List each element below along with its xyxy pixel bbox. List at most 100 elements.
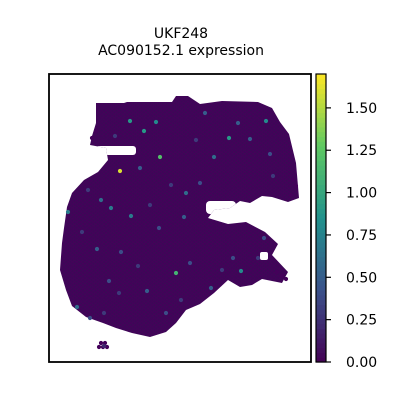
expression-point [178, 297, 184, 303]
colorbar-segment [316, 309, 326, 315]
expression-point [211, 154, 217, 160]
expression-point [181, 214, 187, 220]
chart-title-line-1: UKF248 [153, 26, 209, 42]
colorbar-tick-label: 0.00 [346, 355, 377, 371]
expression-point [235, 120, 241, 126]
tissue-spot-field [60, 96, 299, 337]
expression-point [147, 202, 153, 208]
colorbar-segment [316, 237, 326, 243]
expression-point [94, 246, 100, 252]
expression-point [168, 182, 174, 188]
colorbar-segment [316, 270, 326, 277]
tissue-edge-spot [274, 269, 280, 275]
colorbar-segment [316, 194, 326, 200]
tissue-background-spots [60, 96, 299, 350]
expression-point [79, 229, 85, 235]
expression-point [156, 225, 162, 231]
colorbar-segment [316, 203, 326, 209]
colorbar-tick-label: 0.50 [346, 270, 377, 286]
colorbar-segment [316, 146, 326, 152]
expression-point [87, 315, 93, 321]
colorbar-segment [316, 88, 326, 94]
colorbar-segment [316, 107, 326, 113]
colorbar-segment [316, 131, 326, 137]
colorbar-segment [316, 323, 326, 329]
expression-point [238, 268, 244, 274]
colorbar-segment [316, 280, 326, 286]
colorbar-segment [316, 222, 326, 229]
colorbar-segment [316, 141, 326, 147]
expression-point [183, 190, 189, 196]
expression-points [65, 110, 276, 349]
colorbar-segment [316, 338, 326, 344]
colorbar-segment [316, 347, 326, 353]
expression-point [261, 235, 267, 241]
colorbar-segment [316, 285, 326, 291]
colorbar-segment [316, 112, 326, 118]
expression-point [101, 310, 107, 316]
colorbar-segment [316, 122, 326, 128]
expression-point [108, 205, 114, 211]
colorbar-segment [316, 136, 326, 142]
colorbar-segment [316, 299, 326, 305]
colorbar-segment [316, 165, 326, 171]
tissue-gap [260, 252, 268, 260]
colorbar: 0.00 0.25 0.50 0.75 1.00 1.25 1.50 [315, 73, 377, 371]
colorbar-segment [316, 275, 326, 281]
tissue-edge-spot [290, 177, 296, 183]
colorbar-segment [316, 170, 326, 176]
colorbar-tick-label: 0.25 [346, 313, 377, 329]
colorbar-segment [316, 314, 326, 320]
colorbar-segment [316, 304, 326, 310]
expression-point [141, 128, 147, 134]
expression-point [208, 285, 214, 291]
expression-point [116, 290, 122, 296]
colorbar-segment [316, 352, 326, 358]
tissue-edge-spot [283, 276, 289, 282]
colorbar-segment [316, 155, 326, 161]
colorbar-segment [316, 189, 326, 195]
expression-point [112, 133, 118, 139]
colorbar-segment [316, 251, 326, 257]
tissue-gap [206, 201, 236, 214]
expression-point [106, 278, 112, 284]
colorbar-tick-label: 1.00 [346, 186, 377, 202]
expression-point [137, 165, 143, 171]
colorbar-segment [316, 227, 326, 233]
expression-point [85, 187, 91, 193]
colorbar-segment [316, 261, 326, 267]
expression-point [255, 255, 261, 261]
expression-point [118, 249, 124, 255]
colorbar-segment [316, 242, 326, 248]
expression-point [127, 118, 133, 124]
expression-point [267, 151, 273, 157]
expression-point [74, 304, 80, 310]
expression-point [263, 118, 269, 124]
colorbar-segment [316, 213, 326, 219]
expression-point [128, 213, 134, 219]
colorbar-segment [316, 150, 326, 157]
colorbar-segment [316, 184, 326, 190]
expression-point [65, 209, 71, 215]
expression-point [219, 267, 225, 273]
colorbar-segment [316, 126, 326, 133]
colorbar-segment [316, 78, 326, 85]
colorbar-frame [315, 73, 327, 363]
colorbar-segment [316, 160, 326, 166]
colorbar-segment [316, 208, 326, 214]
expression-point [135, 263, 141, 269]
colorbar-segment [316, 328, 326, 334]
expression-point [202, 110, 208, 116]
expression-point [187, 260, 193, 266]
plot-frame [48, 73, 312, 363]
colorbar-segment [316, 179, 326, 185]
colorbar-segment [316, 246, 326, 253]
colorbar-segment [316, 93, 326, 99]
colorbar-tick-label: 1.25 [346, 143, 377, 159]
expression-point [270, 173, 276, 179]
colorbar-segment [316, 357, 326, 363]
colorbar-segment [316, 83, 326, 89]
expression-point [230, 255, 236, 261]
tissue-edge-spot [89, 135, 95, 141]
